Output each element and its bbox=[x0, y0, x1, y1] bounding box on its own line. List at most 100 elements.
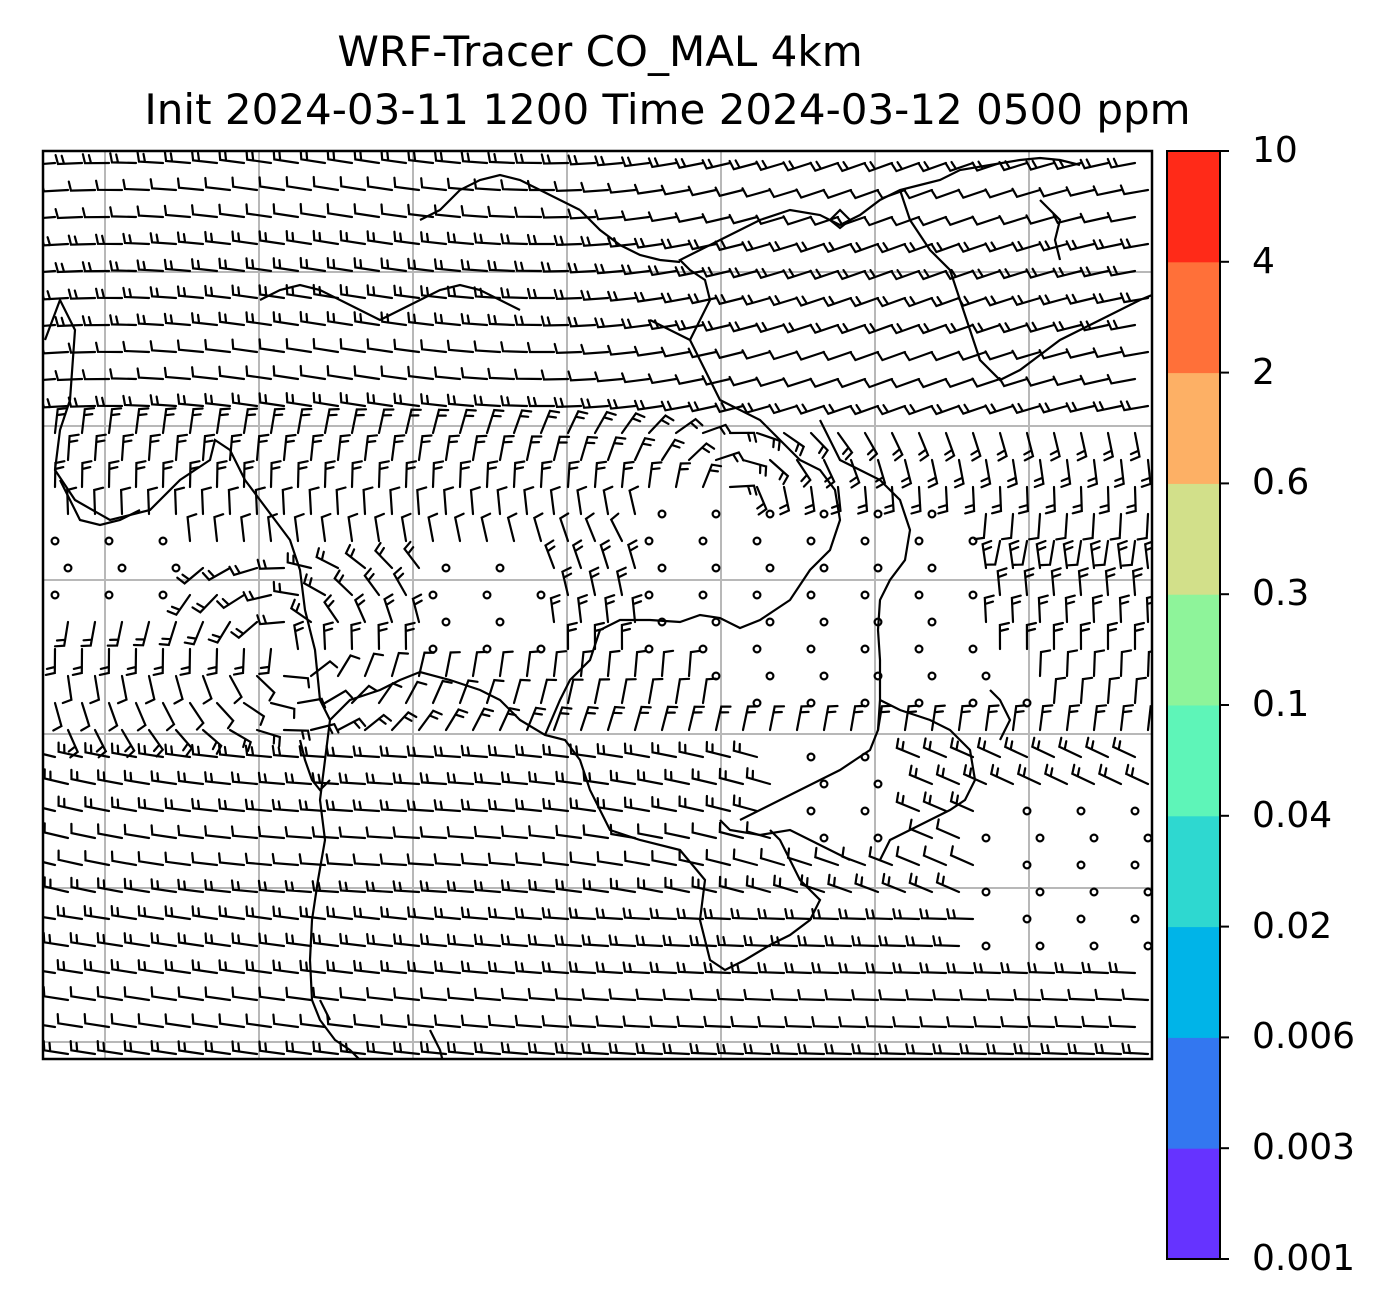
wind-barb bbox=[1082, 512, 1096, 541]
wind-barb bbox=[971, 322, 1002, 334]
wind-barb bbox=[56, 959, 84, 975]
wind-barb bbox=[851, 935, 880, 948]
wind-barb bbox=[338, 880, 367, 894]
calm-wind-marker bbox=[63, 563, 73, 573]
wind-barb bbox=[976, 737, 1002, 759]
wind-barb bbox=[552, 435, 571, 462]
wind-barb bbox=[553, 180, 583, 193]
wind-barb bbox=[1025, 621, 1037, 651]
wind-barb bbox=[80, 460, 93, 489]
wind-barb bbox=[500, 879, 529, 894]
wind-barb bbox=[254, 486, 266, 516]
wind-barb bbox=[411, 593, 423, 624]
calm-wind-marker bbox=[806, 536, 816, 546]
wind-barb bbox=[326, 203, 354, 219]
wind-barb bbox=[286, 552, 313, 570]
wind-barb bbox=[849, 404, 880, 416]
wind-barb bbox=[383, 593, 395, 624]
wind-barb bbox=[561, 566, 573, 597]
wind-barb bbox=[836, 377, 867, 389]
wind-barb bbox=[176, 339, 205, 354]
wind-barb bbox=[718, 767, 745, 786]
colorbar-tick-label: 4 bbox=[1252, 240, 1275, 282]
calm-wind-marker bbox=[1130, 860, 1140, 870]
wind-barb bbox=[664, 876, 691, 894]
wind-barb bbox=[1054, 1015, 1083, 1029]
wind-barb bbox=[526, 395, 556, 408]
wind-barb bbox=[257, 771, 286, 786]
wind-barb bbox=[580, 289, 610, 301]
wind-barb bbox=[526, 287, 556, 300]
wind-barb bbox=[377, 460, 390, 489]
wind-barb bbox=[255, 433, 270, 462]
wind-barb bbox=[770, 988, 799, 1002]
wind-barb bbox=[336, 717, 367, 732]
wind-barb bbox=[970, 431, 982, 462]
wind-barb bbox=[875, 458, 887, 489]
wind-barb bbox=[674, 462, 692, 489]
wind-barb bbox=[43, 931, 70, 948]
calm-wind-marker bbox=[1076, 860, 1086, 870]
wind-barb bbox=[1081, 1015, 1110, 1029]
wind-barb bbox=[218, 798, 246, 813]
calm-wind-marker bbox=[873, 833, 883, 843]
wind-barb bbox=[366, 230, 394, 246]
wind-barb bbox=[580, 343, 610, 355]
wind-barb bbox=[66, 486, 78, 516]
wind-barb bbox=[500, 933, 529, 948]
wind-barb bbox=[204, 1040, 232, 1056]
wind-barb bbox=[553, 234, 583, 247]
wind-barb bbox=[1065, 649, 1079, 678]
wind-barb bbox=[473, 394, 502, 408]
colorbar-tick-label: 0.001 bbox=[1252, 1238, 1356, 1279]
wind-barb bbox=[433, 1014, 462, 1029]
wind-barb bbox=[973, 1016, 1002, 1029]
wind-barb bbox=[245, 257, 273, 273]
wind-barb bbox=[326, 959, 354, 975]
wind-barb bbox=[1052, 159, 1083, 171]
wind-barb bbox=[755, 159, 786, 172]
wind-barb bbox=[201, 728, 223, 755]
wind-barb bbox=[272, 311, 300, 327]
wind-barb bbox=[525, 706, 547, 732]
wind-barb bbox=[54, 262, 84, 274]
wind-barb bbox=[204, 284, 232, 300]
wind-barb bbox=[293, 620, 304, 651]
wind-barb bbox=[1052, 375, 1083, 387]
wind-barb bbox=[772, 874, 799, 894]
wind-barb bbox=[204, 230, 232, 246]
wind-barb bbox=[687, 401, 718, 413]
wind-barb bbox=[69, 932, 97, 948]
wind-barb bbox=[271, 798, 300, 813]
wind-barb bbox=[935, 872, 961, 894]
wind-barb bbox=[836, 323, 867, 335]
wind-barb bbox=[380, 960, 408, 975]
map-title-line2: Init 2024-03-11 1200 Time 2024-03-12 050… bbox=[144, 85, 1191, 134]
wind-barb bbox=[609, 823, 637, 840]
calm-wind-marker bbox=[1035, 941, 1045, 951]
wind-barb bbox=[541, 907, 570, 921]
wind-barb bbox=[786, 847, 813, 867]
wind-barb bbox=[687, 293, 718, 305]
wind-barb bbox=[365, 880, 394, 894]
wind-barb bbox=[109, 206, 138, 219]
wind-barb bbox=[186, 513, 198, 543]
wind-barb bbox=[245, 311, 273, 327]
wind-barb bbox=[1119, 704, 1134, 732]
wind-barb bbox=[996, 431, 1008, 462]
wind-barb bbox=[269, 460, 282, 489]
wind-barb bbox=[553, 342, 583, 355]
colorbar-tick-label: 0.6 bbox=[1252, 462, 1310, 504]
calm-wind-marker bbox=[968, 644, 978, 654]
wind-barb bbox=[905, 989, 934, 1002]
wind-barb bbox=[379, 799, 408, 813]
wind-barb bbox=[714, 348, 745, 360]
wind-barb bbox=[594, 317, 624, 329]
wind-barb bbox=[593, 678, 611, 705]
wind-barb bbox=[567, 262, 597, 274]
wind-barb bbox=[905, 1043, 934, 1056]
wind-barb bbox=[272, 959, 300, 975]
wind-barb bbox=[527, 987, 556, 1002]
wind-barb bbox=[242, 701, 266, 726]
wind-barb bbox=[302, 573, 327, 597]
